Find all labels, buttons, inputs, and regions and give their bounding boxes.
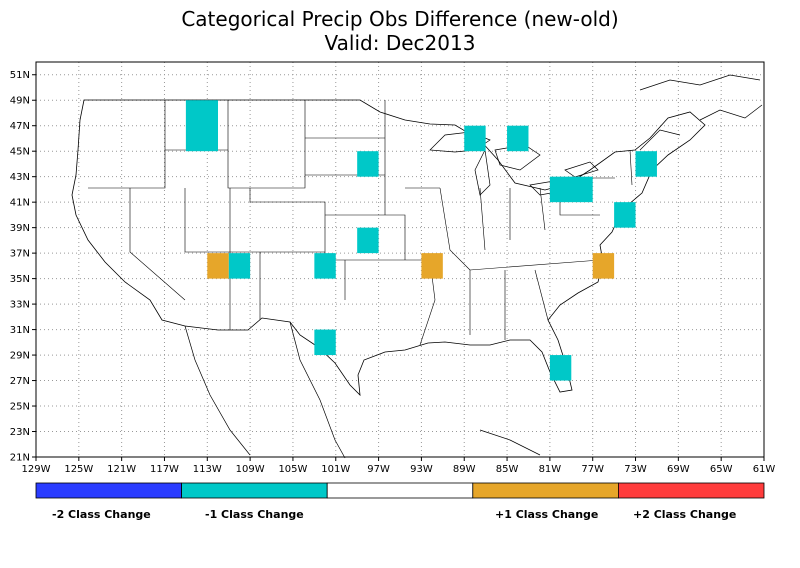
lon-tick-label: 121W xyxy=(107,464,136,475)
plus-class-box xyxy=(592,253,615,279)
map-frame xyxy=(35,61,765,458)
lon-tick-label: 65W xyxy=(710,464,733,475)
canada-coast xyxy=(639,74,763,151)
legend-swatch xyxy=(326,482,474,499)
lon-tick-label: 89W xyxy=(453,464,476,475)
lon-tick-label: 69W xyxy=(667,464,690,475)
minus-class-box xyxy=(549,355,572,381)
legend-label-minus1: -1 Class Change xyxy=(205,508,304,521)
lat-tick-label: 31N xyxy=(10,325,30,336)
great-lakes xyxy=(429,131,599,196)
legend-swatch xyxy=(472,482,619,499)
lon-tick-label: 85W xyxy=(496,464,519,475)
lat-tick-label: 29N xyxy=(10,351,30,362)
minus-class-box xyxy=(357,227,379,254)
anomaly-boxes xyxy=(185,100,657,381)
lat-tick-label: 23N xyxy=(10,427,30,438)
lon-tick-label: 73W xyxy=(624,464,647,475)
lon-tick-label: 109W xyxy=(236,464,265,475)
legend-swatch xyxy=(181,482,328,499)
lon-tick-label: 105W xyxy=(278,464,307,475)
lat-tick-label: 47N xyxy=(10,121,30,132)
minus-class-box xyxy=(185,100,218,152)
legend-label-plus1: +1 Class Change xyxy=(495,508,599,521)
minus-class-box xyxy=(549,176,593,203)
lon-tick-label: 117W xyxy=(150,464,179,475)
minus-class-box xyxy=(464,125,486,152)
lon-tick-label: 113W xyxy=(193,464,222,475)
chart-title: Categorical Precip Obs Difference (new-o… xyxy=(181,7,619,31)
lat-tick-label: 27N xyxy=(10,376,30,387)
state-lines xyxy=(88,100,633,346)
lat-tick-label: 25N xyxy=(10,402,30,413)
lat-tick-label: 35N xyxy=(10,274,30,285)
minus-class-box xyxy=(614,202,636,228)
lat-tick-label: 49N xyxy=(10,96,30,107)
legend-swatch xyxy=(35,482,183,499)
lat-tick-label: 41N xyxy=(10,198,30,209)
legend-label-plus2: +2 Class Change xyxy=(633,508,737,521)
lat-tick-label: 33N xyxy=(10,300,30,311)
minus-class-box xyxy=(314,329,336,356)
lat-tick-label: 45N xyxy=(10,147,30,158)
lat-tick-label: 37N xyxy=(10,249,30,260)
us-outline xyxy=(71,99,706,397)
color-legend-bar xyxy=(35,482,765,499)
plus-class-box xyxy=(421,253,443,279)
lat-tick-label: 51N xyxy=(10,70,30,81)
minus-class-box xyxy=(507,125,529,152)
legend-swatch xyxy=(618,482,765,499)
lon-tick-label: 93W xyxy=(410,464,433,475)
lat-tick-label: 43N xyxy=(10,172,30,183)
axis-tick-labels: 51N 49N 47N 45N 43N 41N 39N 37N 35N 33N 31N 29N 27N 2… xyxy=(10,70,776,475)
lat-tick-label: 21N xyxy=(10,453,30,464)
lon-tick-label: 77W xyxy=(581,464,604,475)
lon-tick-label: 61W xyxy=(753,464,776,475)
graticule xyxy=(32,62,765,461)
lon-tick-label: 81W xyxy=(539,464,562,475)
minus-class-box xyxy=(357,151,379,177)
mexico-coast xyxy=(184,321,541,459)
lon-tick-label: 101W xyxy=(321,464,350,475)
legend-label-minus2: -2 Class Change xyxy=(52,508,151,521)
us-state-boundaries xyxy=(71,74,763,459)
minus-class-box xyxy=(635,151,657,177)
minus-class-box xyxy=(314,253,336,279)
plus-class-box xyxy=(207,253,229,279)
lat-tick-label: 39N xyxy=(10,223,30,234)
lon-tick-label: 125W xyxy=(64,464,93,475)
lon-tick-label: 129W xyxy=(22,464,51,475)
chart-subtitle: Valid: Dec2013 xyxy=(324,31,476,55)
lon-tick-label: 97W xyxy=(367,464,390,475)
minus-class-box xyxy=(228,253,251,279)
